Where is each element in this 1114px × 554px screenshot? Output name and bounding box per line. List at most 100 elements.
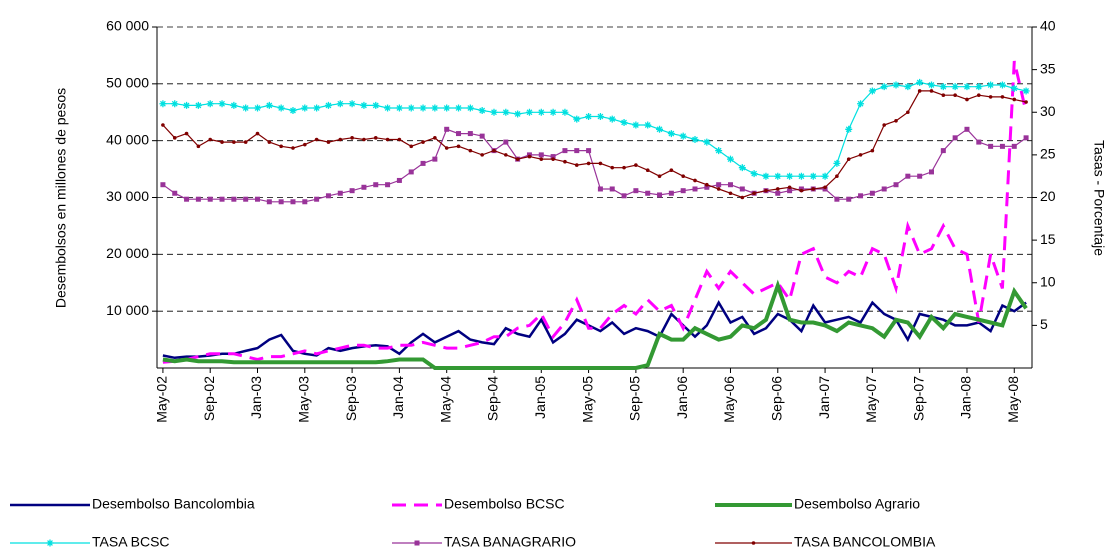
data-point — [917, 173, 923, 179]
y2-tick-label: 40 — [1040, 18, 1056, 34]
data-point — [963, 83, 971, 91]
data-point — [421, 140, 425, 144]
data-point — [586, 148, 592, 154]
legend-marker — [751, 541, 756, 545]
data-point — [456, 144, 461, 149]
data-point — [951, 83, 959, 91]
data-point — [539, 157, 544, 161]
data-point — [739, 186, 745, 192]
y-tick-label: 40 000 — [106, 131, 149, 147]
series-line — [162, 128, 1027, 203]
data-point — [608, 115, 616, 123]
y-tick-label: 10 000 — [106, 302, 149, 318]
data-point — [255, 131, 260, 136]
data-point — [313, 104, 321, 112]
data-point — [303, 142, 307, 147]
y2-tick-label: 20 — [1040, 188, 1056, 204]
data-point — [869, 190, 875, 196]
data-point — [870, 148, 875, 153]
data-point — [574, 163, 579, 167]
data-point — [667, 130, 675, 138]
data-point — [703, 138, 711, 146]
data-point — [774, 172, 782, 180]
series-line — [162, 279, 1028, 370]
data-point — [597, 186, 603, 192]
data-point — [231, 196, 237, 202]
data-point — [693, 178, 697, 183]
y-tick-label: 50 000 — [106, 75, 149, 91]
data-point — [906, 110, 910, 115]
data-point — [692, 186, 698, 192]
data-point — [657, 174, 662, 178]
x-tick-label: May-02 — [154, 376, 170, 423]
data-point — [1022, 87, 1030, 95]
data-point — [633, 188, 639, 194]
data-point — [527, 154, 532, 159]
data-point — [230, 101, 238, 109]
data-point — [420, 160, 426, 166]
data-point — [1010, 84, 1018, 92]
data-point — [905, 173, 911, 179]
data-point — [835, 174, 839, 178]
data-point — [797, 172, 805, 180]
data-point — [502, 108, 510, 116]
data-point — [563, 159, 567, 164]
data-point — [301, 104, 309, 112]
data-point — [172, 136, 177, 140]
data-point — [668, 190, 674, 196]
data-point — [988, 143, 994, 149]
data-point — [504, 153, 508, 157]
data-point — [326, 140, 331, 144]
data-point — [549, 108, 557, 116]
data-point — [1024, 100, 1028, 104]
y2-tick-label: 30 — [1040, 103, 1056, 119]
data-point — [634, 163, 638, 167]
data-point — [456, 131, 462, 137]
data-point — [787, 188, 793, 194]
x-tick-label: Sep-03 — [343, 376, 359, 421]
data-point — [444, 146, 449, 150]
data-point — [196, 144, 201, 149]
data-point — [644, 121, 652, 129]
data-point — [242, 104, 250, 112]
x-tick-label: Jan-07 — [816, 376, 832, 419]
data-point — [939, 83, 947, 91]
data-point — [988, 95, 993, 99]
data-point — [858, 193, 864, 199]
data-point — [480, 153, 484, 157]
data-point — [348, 100, 356, 108]
data-point — [965, 97, 969, 102]
data-point — [927, 81, 935, 89]
data-point — [183, 101, 191, 109]
data-point — [515, 157, 520, 161]
data-point — [431, 104, 439, 112]
data-point — [764, 188, 768, 193]
x-tick-label: May-03 — [296, 376, 312, 423]
data-point — [278, 199, 284, 205]
data-point — [799, 188, 804, 193]
data-point — [775, 187, 780, 191]
series-line — [162, 60, 1028, 364]
data-point — [620, 118, 628, 126]
data-point — [987, 81, 995, 89]
data-point — [361, 184, 367, 190]
data-point — [314, 137, 319, 142]
data-point — [338, 137, 343, 142]
data-point — [917, 89, 922, 93]
y-axis-label: Desembolsos en millones de pesos — [53, 88, 69, 308]
legend-marker — [414, 540, 420, 546]
data-point — [882, 123, 886, 127]
x-tick-label: May-07 — [863, 376, 879, 423]
legend-label: TASA BANAGRARIO — [444, 534, 576, 550]
data-point — [964, 126, 970, 132]
data-point — [645, 168, 650, 173]
data-point — [952, 135, 958, 141]
x-tick-label: Sep-05 — [627, 376, 643, 421]
data-point — [809, 172, 817, 180]
data-point — [551, 157, 555, 161]
x-tick-label: Sep-06 — [768, 376, 784, 421]
data-point — [573, 115, 581, 123]
data-point — [525, 108, 533, 116]
data-point — [432, 156, 438, 162]
data-point — [941, 93, 946, 97]
